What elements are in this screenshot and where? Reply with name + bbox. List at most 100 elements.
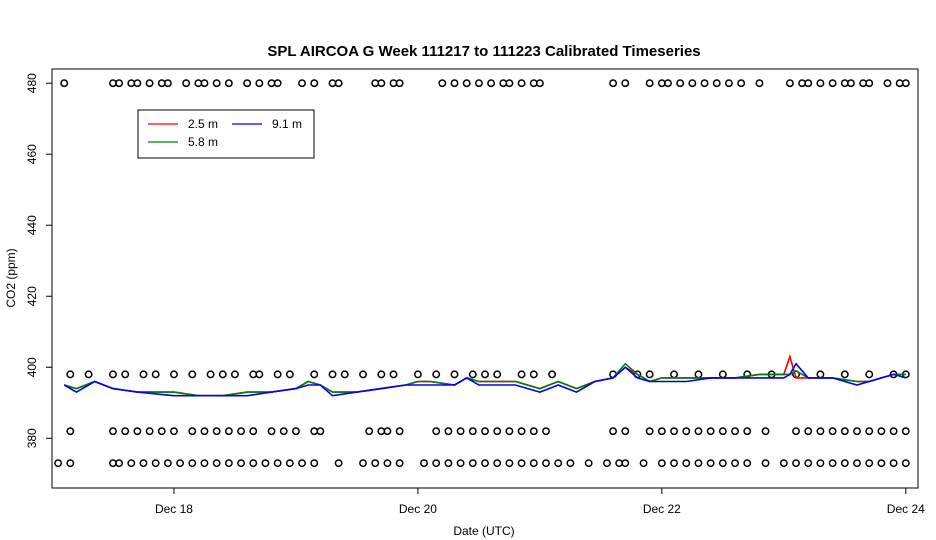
marker-point: [444, 459, 453, 468]
marker-point: [310, 79, 319, 88]
marker-point: [877, 427, 886, 436]
marker-point: [176, 459, 185, 468]
y-tick-label: 420: [25, 286, 39, 306]
marker-point: [170, 427, 178, 436]
marker-point: [243, 79, 252, 88]
marker-point: [200, 459, 209, 468]
marker-point: [865, 427, 874, 436]
marker-point: [151, 459, 160, 468]
marker-point: [828, 459, 837, 468]
marker-point: [517, 79, 526, 88]
marker-point: [456, 427, 465, 436]
marker-point: [718, 370, 727, 379]
marker-point: [84, 370, 93, 379]
y-axis-label: CO2 (ppm): [4, 248, 18, 307]
y-tick-label: 460: [25, 144, 39, 164]
x-tick-label: Dec 18: [155, 502, 193, 516]
marker-point: [645, 79, 654, 88]
marker-point: [718, 427, 727, 436]
x-axis: Dec 18 Dec 20 Dec 22 Dec 24: [155, 488, 925, 516]
marker-point: [517, 370, 526, 379]
marker-point: [493, 370, 502, 379]
marker-point: [657, 459, 666, 468]
marker-point: [840, 370, 849, 379]
marker-point: [249, 459, 258, 468]
marker-point: [365, 427, 374, 436]
marker-point: [761, 459, 770, 468]
marker-point: [188, 370, 197, 379]
marker-point: [66, 370, 75, 379]
marker-point: [200, 79, 209, 88]
marker-point: [718, 459, 727, 468]
marker-point: [706, 427, 715, 436]
marker-point: [682, 459, 691, 468]
marker-point: [468, 459, 477, 468]
marker-point: [700, 79, 709, 88]
marker-point: [316, 427, 325, 436]
marker-point: [487, 79, 496, 88]
marker-point: [566, 459, 575, 468]
marker-point: [493, 427, 502, 436]
marker-point: [645, 370, 654, 379]
marker-point: [163, 459, 172, 468]
marker-point: [493, 459, 502, 468]
chart-title: SPL AIRCOA G Week 111217 to 111223 Calib…: [267, 43, 700, 60]
marker-point: [109, 427, 117, 436]
marker-point: [54, 459, 63, 468]
marker-point: [883, 79, 892, 88]
marker-point: [438, 79, 447, 88]
marker-point: [291, 427, 300, 436]
marker-point: [853, 459, 861, 468]
marker-point: [224, 459, 233, 468]
marker-point: [249, 427, 258, 436]
marker-point: [432, 427, 441, 436]
marker-point: [761, 427, 770, 436]
marker-point: [639, 459, 648, 468]
marker-point: [170, 370, 178, 379]
x-tick-label: Dec 24: [887, 502, 925, 516]
marker-point: [554, 459, 563, 468]
y-tick-label: 380: [25, 428, 39, 448]
marker-point: [865, 370, 874, 379]
marker-point: [505, 79, 514, 88]
marker-point: [145, 79, 154, 88]
marker-point: [804, 79, 813, 88]
marker-point: [163, 79, 172, 88]
marker-point: [298, 459, 306, 468]
marker-point: [218, 370, 227, 379]
marker-point: [816, 459, 825, 468]
marker-point: [267, 427, 276, 436]
marker-point: [542, 427, 550, 436]
y-axis: 380 400 420 440 460 480: [25, 73, 52, 448]
marker-point: [334, 459, 343, 468]
marker-point: [212, 79, 221, 88]
marker-point: [237, 459, 246, 468]
marker-point: [334, 79, 343, 88]
marker-point: [901, 427, 910, 436]
marker-point: [816, 79, 825, 88]
series-line: [63, 362, 907, 397]
marker-point: [273, 459, 282, 468]
marker-point: [901, 79, 910, 88]
marker-point: [505, 459, 514, 468]
marker-point: [359, 459, 367, 468]
marker-point: [468, 427, 477, 436]
x-tick-label: Dec 20: [399, 502, 437, 516]
marker-point: [468, 370, 477, 379]
marker-point: [182, 79, 191, 88]
marker-point: [151, 370, 160, 379]
marker-point: [694, 370, 703, 379]
marker-point: [621, 79, 630, 88]
marker-point: [340, 370, 349, 379]
marker-point: [139, 459, 148, 468]
y-tick-label: 440: [25, 215, 39, 235]
marker-point: [157, 427, 166, 436]
marker-point: [188, 459, 197, 468]
marker-point: [444, 427, 453, 436]
marker-point: [609, 79, 618, 88]
marker-point: [529, 370, 538, 379]
legend-label: 2.5 m: [188, 117, 218, 131]
marker-point: [529, 427, 538, 436]
marker-point: [310, 459, 319, 468]
marker-point: [731, 459, 739, 468]
